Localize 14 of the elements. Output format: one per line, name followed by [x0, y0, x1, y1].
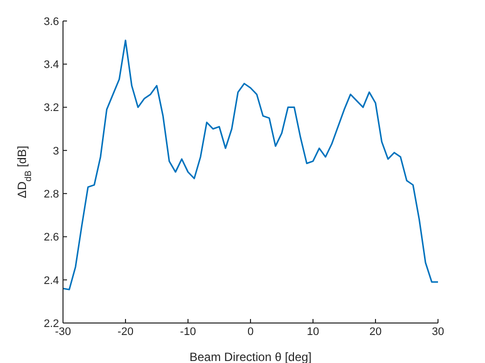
line-series: [63, 40, 438, 290]
y-tick-label: 3.2: [44, 102, 59, 114]
x-tick-label: 20: [369, 326, 382, 338]
y-tick-label: 3: [52, 145, 59, 158]
y-tick-label: 2.4: [44, 274, 59, 287]
x-tick-label: 10: [306, 326, 320, 338]
x-tick-label: 0: [247, 326, 254, 338]
x-tick-label: -20: [118, 326, 134, 338]
x-tick-label: -10: [180, 326, 196, 338]
y-tick-label: 3.6: [44, 16, 59, 28]
y-tick-label: 2.8: [44, 188, 59, 200]
y-tick-label: 2.6: [44, 232, 59, 244]
x-tick-label: 30: [432, 326, 444, 338]
y-tick-label: 3.4: [44, 59, 59, 72]
